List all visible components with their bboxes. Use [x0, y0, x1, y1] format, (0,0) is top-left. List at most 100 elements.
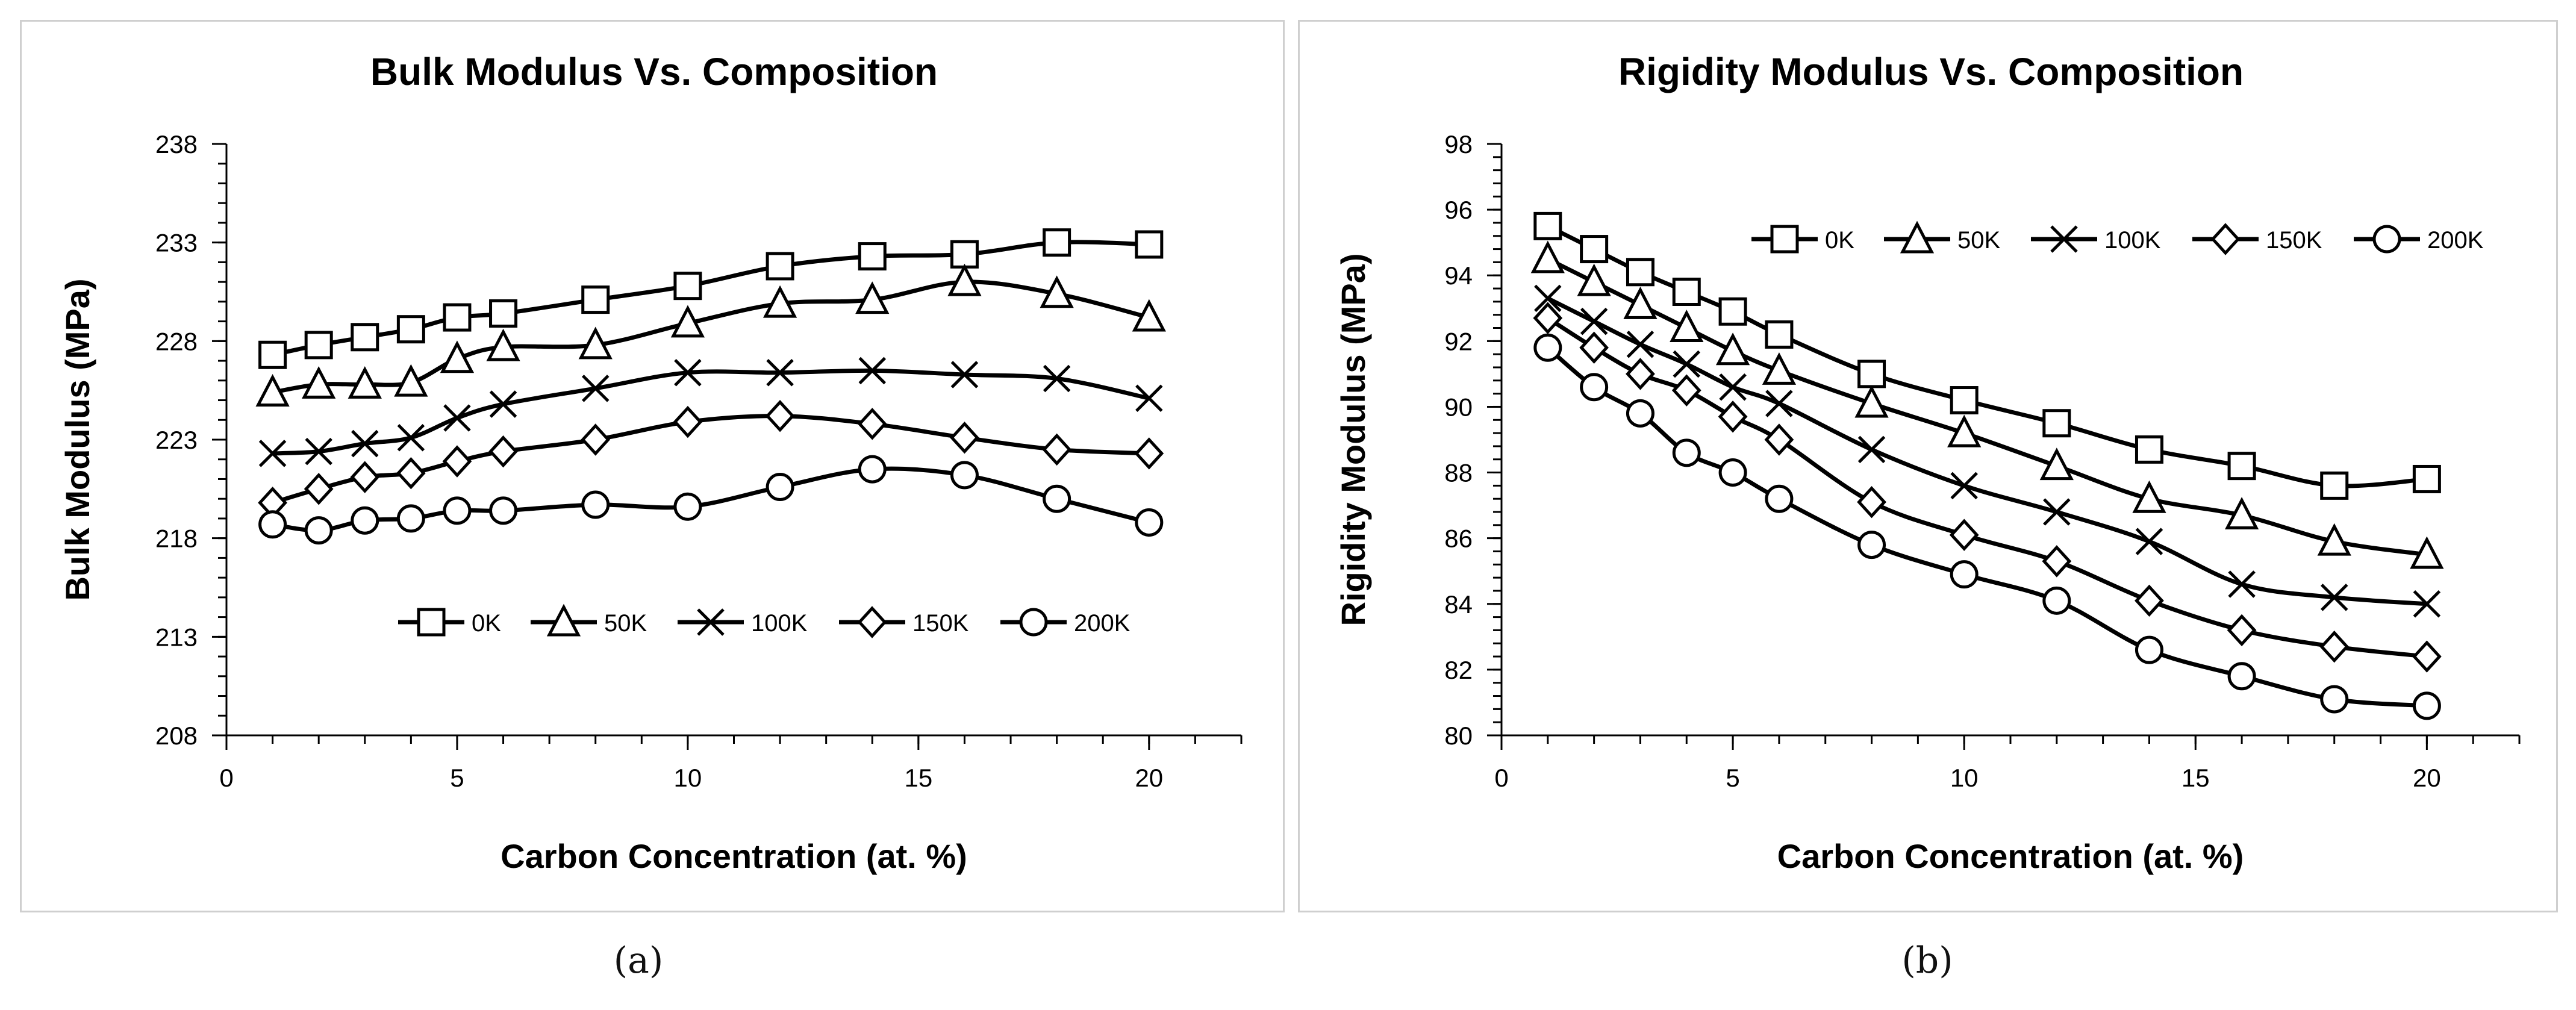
- chart-b-series-150K-point: [1764, 423, 1794, 456]
- chart-a-series-150K-point: [673, 405, 703, 438]
- chart-a-series-0K-point: [1135, 230, 1164, 259]
- chart-b-series-150K-point: [1671, 374, 1701, 407]
- chart-a-series-150K-point: [442, 445, 472, 478]
- chart-a-series-150K-point: [488, 435, 518, 468]
- chart-a-series-0K: [258, 228, 1164, 369]
- chart-a-series-100K-point: [305, 437, 332, 466]
- chart-a-legend-label: 100K: [751, 610, 808, 637]
- chart-a-y-tick-label: 213: [155, 623, 198, 651]
- chart-b-series-0K: [1533, 211, 2441, 500]
- chart-a-series-200K-point: [443, 496, 472, 525]
- chart-b-series-100K-point: [1580, 307, 1608, 335]
- chart-b-series-0K-point: [1857, 360, 1886, 388]
- rigidity-modulus-chart: Rigidity Modulus Vs. Composition 80 82 84 86…: [1334, 50, 2521, 875]
- chart-b-series-100K-point: [2320, 584, 2348, 611]
- chart-b-y-axis-label: Rigidity Modulus (MPa): [1334, 253, 1372, 626]
- chart-a-series-100K-line: [272, 368, 1150, 456]
- chart-a-y-axis-label: Bulk Modulus (MPa): [58, 278, 96, 600]
- chart-a-legend-marker: [857, 606, 887, 638]
- chart-b-series-50K-point: [2410, 536, 2444, 569]
- chart-b-series-200K-point: [1626, 399, 1654, 428]
- chart-b-x-tick-label: 0: [1494, 764, 1508, 792]
- chart-b-series-50K-point: [2132, 480, 2166, 513]
- chart-b-y-tick-label: 90: [1444, 393, 1473, 421]
- bulk-modulus-chart: Bulk Modulus Vs. Composition 208 213 218 223…: [58, 50, 1243, 875]
- chart-panel-rigidity-modulus: Rigidity Modulus Vs. Composition 80 82 84 86…: [1298, 20, 2558, 912]
- chart-b-series-200K: [1533, 333, 2441, 720]
- chart-b-series-100K-point: [1857, 435, 1886, 464]
- chart-a-y-tick-label: 218: [155, 525, 198, 553]
- chart-b-legend-item: 150K: [2192, 223, 2322, 255]
- chart-a-legend-marker: [697, 608, 725, 636]
- chart-a-series-100K-point: [1043, 364, 1071, 393]
- chart-b-legend-marker: [2050, 225, 2078, 253]
- chart-b-series-150K-point: [1626, 358, 1655, 390]
- chart-b-series-150K-point: [2319, 630, 2350, 663]
- chart-b-series-200K-point: [1580, 373, 1609, 402]
- chart-a-series-100K-point: [397, 423, 425, 452]
- chart-b-series-0K-point: [1765, 320, 1794, 349]
- chart-a-series-100K-point: [766, 358, 794, 387]
- chart-a-series-200K-point: [1043, 484, 1071, 513]
- chart-b-x-tick-label: 20: [2413, 764, 2441, 792]
- chart-b-x-tick-label: 15: [2181, 764, 2210, 792]
- chart-a-series-150K-point: [396, 457, 426, 490]
- chart-a-series-50K-point: [947, 263, 982, 296]
- chart-a-series-150K-line: [272, 414, 1149, 505]
- chart-b-legend-marker: [1770, 225, 1799, 254]
- chart-b-legend-item: 50K: [1884, 220, 2000, 254]
- chart-a-y-tick-label: 238: [155, 130, 198, 158]
- chart-b-series-150K-point: [2412, 640, 2442, 673]
- chart-a-legend-marker: [417, 608, 446, 637]
- chart-b-series-200K-point: [2042, 586, 2071, 615]
- chart-b-series-150K-line: [1546, 316, 2427, 659]
- chart-a-x-axis-label: Carbon Concentration (at. %): [501, 837, 967, 875]
- chart-b-series-0K-point: [2412, 464, 2441, 493]
- chart-a-y-tick-label: 228: [155, 327, 198, 355]
- chart-a-legend-label: 0K: [472, 610, 501, 637]
- chart-b-series-100K-point: [1950, 472, 1978, 500]
- chart-a-series-150K-point: [950, 422, 979, 454]
- chart-a-series-100K-point: [258, 440, 287, 467]
- caption-a: (a): [613, 940, 664, 982]
- chart-b-series-100K: [1534, 284, 2441, 618]
- chart-a-series-50K-point: [1132, 299, 1166, 332]
- chart-b-series-50K-point: [2224, 497, 2259, 529]
- chart-b-series-150K-point: [1579, 331, 1609, 364]
- chart-b-series-200K-point: [2412, 691, 2441, 720]
- chart-b-y-tick-label: 80: [1444, 722, 1473, 750]
- chart-b-series-100K-point: [2228, 570, 2256, 598]
- chart-b-legend-item: 200K: [2354, 225, 2484, 254]
- chart-a-series-50K-point: [763, 285, 797, 318]
- chart-a-legend-item: 0K: [398, 608, 501, 637]
- chart-b-series-100K-point: [2043, 498, 2071, 526]
- chart-a-series-0K-point: [766, 252, 794, 281]
- chart-a-series-200K-point: [258, 510, 287, 539]
- chart-a-series-200K-point: [1135, 508, 1164, 537]
- chart-b-series-0K-point: [1580, 235, 1609, 264]
- chart-a-series-0K-point: [443, 303, 472, 332]
- chart-a-series-150K-point: [350, 461, 380, 493]
- chart-a-series-0K-point: [396, 315, 425, 344]
- chart-a-series-200K-point: [489, 496, 518, 525]
- chart-b-series-50K-point: [1530, 240, 1565, 273]
- chart-b-legend-label: 200K: [2427, 227, 2484, 254]
- chart-a-series-200K: [258, 455, 1164, 545]
- chart-a-x-tick-label: 20: [1135, 764, 1163, 792]
- chart-a-series-100K-point: [351, 429, 379, 458]
- chart-a-series-50K-point: [394, 364, 428, 397]
- chart-b-legend-marker: [2372, 225, 2401, 254]
- chart-a-series-50K-point: [670, 305, 705, 338]
- chart-a-series-50K-point: [348, 366, 382, 399]
- chart-a-series-100K-point: [674, 358, 702, 387]
- chart-b-series-0K-point: [2135, 435, 2163, 464]
- chart-a-series-100K-point: [443, 404, 471, 432]
- chart-b-series-200K-line: [1546, 346, 2427, 708]
- chart-a-legend-label: 50K: [604, 610, 647, 637]
- chart-b-series-0K-point: [2227, 452, 2256, 481]
- chart-b-legend: 0K 50K 100K 150K 200K: [1751, 220, 2484, 255]
- chart-a-series-150K-point: [581, 423, 611, 456]
- chart-b-series-100K-point: [1626, 331, 1654, 358]
- chart-panel-bulk-modulus: Bulk Modulus Vs. Composition 208 213 218 223…: [20, 20, 1285, 912]
- chart-b-series-150K: [1533, 302, 2442, 673]
